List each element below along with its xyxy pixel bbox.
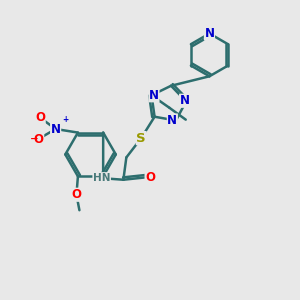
Text: O: O [145,171,155,184]
Text: HN: HN [93,173,110,183]
Text: O: O [71,188,81,201]
Text: N: N [204,27,214,40]
Text: N: N [51,122,61,136]
Text: −: − [30,134,39,143]
Text: O: O [35,111,45,124]
Text: S: S [136,132,146,145]
Text: O: O [34,133,44,146]
Text: +: + [62,115,68,124]
Text: N: N [167,114,177,127]
Text: N: N [180,94,190,107]
Text: N: N [149,89,159,102]
